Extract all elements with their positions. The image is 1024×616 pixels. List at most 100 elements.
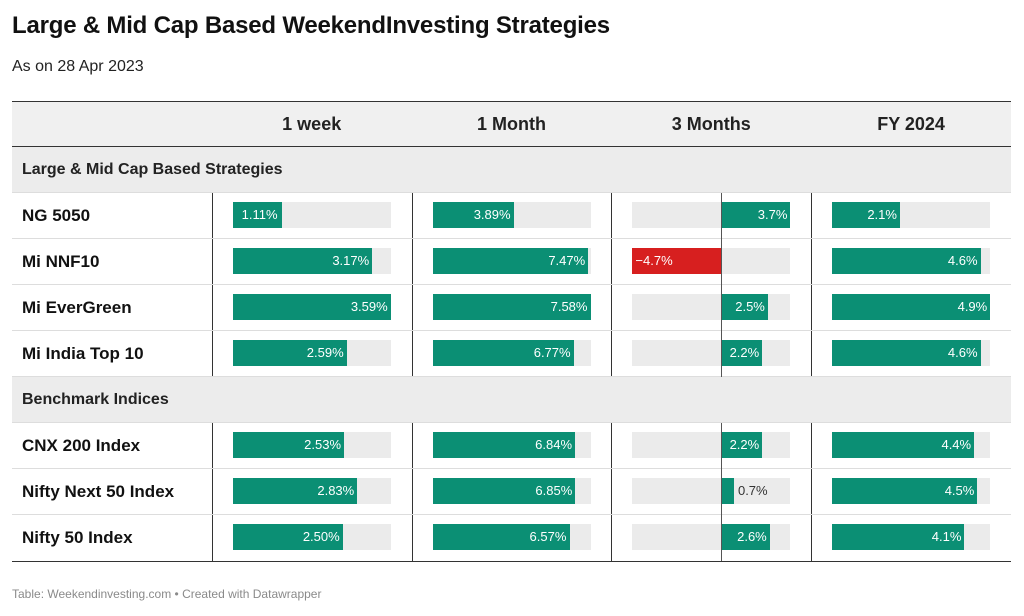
value-label: 4.9% — [957, 299, 988, 314]
bar-track: 2.83% — [232, 478, 391, 504]
zero-baseline — [720, 239, 722, 285]
row-label: CNX 200 Index — [22, 435, 141, 455]
bar-fy-2024 — [832, 524, 965, 550]
chart-subtitle: As on 28 Apr 2023 — [12, 58, 144, 75]
cell-1-week: 3.59% — [211, 285, 412, 330]
row-label: Nifty Next 50 Index — [22, 481, 175, 501]
zero-baseline — [720, 423, 722, 469]
bar-3-months — [720, 478, 734, 504]
value-label: −4.7% — [635, 253, 673, 268]
bar-track: 4.1% — [832, 524, 991, 550]
bar-track: 7.47% — [432, 248, 591, 274]
cell-fy-2024: 4.5% — [811, 469, 1011, 514]
cell-3-months: 2.2% — [611, 331, 811, 377]
bar-track: 4.5% — [832, 478, 991, 504]
value-label: 6.84% — [535, 437, 573, 452]
bar-1-month — [432, 248, 589, 274]
bar-1-month — [432, 340, 574, 366]
value-label: 2.53% — [304, 437, 342, 452]
cell-1-month: 7.58% — [411, 285, 612, 330]
value-label: 2.50% — [302, 529, 340, 544]
cell-1-week: 1.11% — [211, 193, 412, 238]
cell-1-week: 2.59% — [211, 331, 412, 376]
bar-track: 4.4% — [832, 432, 991, 458]
bar-1-week — [232, 524, 343, 550]
value-label: 3.17% — [332, 253, 370, 268]
column-header-1-month[interactable]: 1 Month — [476, 114, 546, 134]
bar-1-week — [232, 432, 345, 458]
bar-3-months — [720, 432, 763, 458]
value-label: 3.89% — [473, 207, 511, 222]
group-header-benchmark-indices: Benchmark Indices — [12, 377, 1011, 423]
bar-track: 2.5% — [632, 285, 791, 331]
table-row-nifty-50-index: Nifty 50 Index 2.50% 6.57% 2.6% 4.1% — [12, 515, 1011, 561]
value-label: 4.5% — [944, 483, 975, 498]
bar-track: 2.6% — [632, 515, 791, 561]
value-label: 0.7% — [737, 483, 768, 498]
bar-1-month — [432, 294, 591, 320]
bar-3-months — [720, 340, 763, 366]
cell-1-month: 6.84% — [411, 423, 612, 468]
bar-1-month — [432, 432, 576, 458]
bar-1-week — [232, 248, 373, 274]
cell-fy-2024: 4.6% — [811, 239, 1011, 284]
table-row-nifty-next-50-index: Nifty Next 50 Index 2.83% 6.85% 0.7% 4.5% — [12, 469, 1011, 515]
table-row-cnx-200-index: CNX 200 Index 2.53% 6.84% 2.2% 4.4% — [12, 423, 1011, 469]
column-header-fy-2024[interactable]: FY 2024 — [877, 114, 945, 134]
bar-3-months — [632, 248, 721, 274]
cell-3-months: 2.5% — [611, 285, 811, 331]
value-label: 3.7% — [757, 207, 788, 222]
row-label: Mi India Top 10 — [22, 343, 144, 363]
footer-credit: Table: Weekendinvesting.com • Created wi… — [12, 587, 322, 601]
cell-1-week: 2.83% — [211, 469, 412, 514]
value-label: 4.6% — [947, 345, 978, 360]
bar-track: 2.59% — [232, 340, 391, 366]
cell-3-months: 0.7% — [611, 469, 811, 515]
bar-track: 6.84% — [432, 432, 591, 458]
bar-fy-2024 — [832, 340, 981, 366]
table-body: Large & Mid Cap Based Strategies NG 5050 1… — [12, 147, 1011, 561]
cell-fy-2024: 4.4% — [811, 423, 1011, 468]
row-label: Mi NNF10 — [22, 251, 100, 271]
cell-1-week: 2.50% — [211, 515, 412, 561]
bar-track: 7.58% — [432, 294, 591, 320]
table-row-mi-nnf10: Mi NNF10 3.17% 7.47% −4.7% 4.6% — [12, 239, 1011, 285]
bar-track: 2.53% — [232, 432, 391, 458]
zero-baseline — [720, 515, 722, 561]
bar-track: 3.17% — [232, 248, 391, 274]
cell-fy-2024: 4.1% — [811, 515, 1011, 561]
value-label: 2.1% — [867, 207, 897, 222]
cell-fy-2024: 2.1% — [811, 193, 1011, 238]
bar-1-week — [232, 478, 358, 504]
bar-fy-2024 — [832, 432, 975, 458]
column-header-1-week[interactable]: 1 week — [282, 114, 342, 134]
cell-1-week: 2.53% — [211, 423, 412, 468]
row-label: Nifty 50 Index — [22, 528, 133, 547]
table-header-row: 1 week 1 Month 3 Months FY 2024 — [12, 102, 1011, 147]
group-header-large-mid-cap-based-strategies: Large & Mid Cap Based Strategies — [12, 147, 1011, 193]
value-label: 2.83% — [317, 483, 355, 498]
row-label: Mi EverGreen — [22, 297, 132, 317]
row-label: NG 5050 — [22, 205, 91, 225]
bar-fy-2024 — [832, 202, 900, 228]
bar-track: 4.6% — [832, 340, 991, 366]
column-header-3-months[interactable]: 3 Months — [671, 114, 751, 134]
bar-track: 4.6% — [832, 248, 991, 274]
bar-fy-2024 — [832, 294, 991, 320]
bar-1-week — [232, 340, 347, 366]
bar-track: 6.85% — [432, 478, 591, 504]
value-label: 4.4% — [941, 437, 972, 452]
bar-track: 2.2% — [632, 423, 791, 469]
value-label: 4.1% — [931, 529, 962, 544]
bar-track: 0.7% — [632, 469, 791, 515]
value-label: 2.2% — [729, 437, 760, 452]
bar-track: 4.9% — [832, 294, 991, 320]
value-label: 7.58% — [550, 299, 588, 314]
cell-3-months: 2.6% — [611, 515, 811, 561]
zero-baseline — [720, 331, 722, 377]
cell-1-week: 3.17% — [211, 239, 412, 284]
bar-track: 2.2% — [632, 331, 791, 377]
bar-1-week — [232, 294, 391, 320]
bar-track: 6.57% — [432, 524, 591, 550]
bar-track: 3.7% — [632, 193, 791, 239]
